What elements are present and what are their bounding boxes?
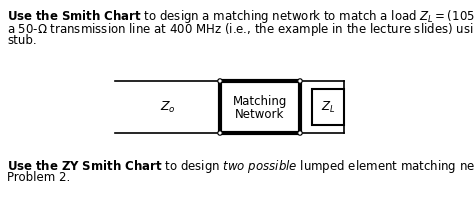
Circle shape [298,79,302,83]
Circle shape [298,131,302,135]
Text: Network: Network [235,107,285,121]
Bar [312,89,344,125]
Text: a 50-$\Omega$ transmission line at 400 MHz (i.e., the example in the lecture sli: a 50-$\Omega$ transmission line at 400 M… [7,21,474,38]
Circle shape [218,79,222,83]
Circle shape [218,131,222,135]
Bar [220,81,300,133]
Text: stub.: stub. [7,34,36,47]
Text: $\mathbf{Use\ the\ Smith\ Chart}$ to design a matching network to match a load $: $\mathbf{Use\ the\ Smith\ Chart}$ to des… [7,8,474,25]
Text: Problem 2.: Problem 2. [7,171,70,184]
Text: Matching: Matching [233,96,287,108]
Text: $Z_o$: $Z_o$ [160,99,175,115]
Text: $\mathbf{Use\ the\ ZY\ Smith\ Chart}$ to design $\mathit{two\ possible}$ lumped : $\mathbf{Use\ the\ ZY\ Smith\ Chart}$ to… [7,158,474,175]
Text: $Z_L$: $Z_L$ [321,99,335,115]
